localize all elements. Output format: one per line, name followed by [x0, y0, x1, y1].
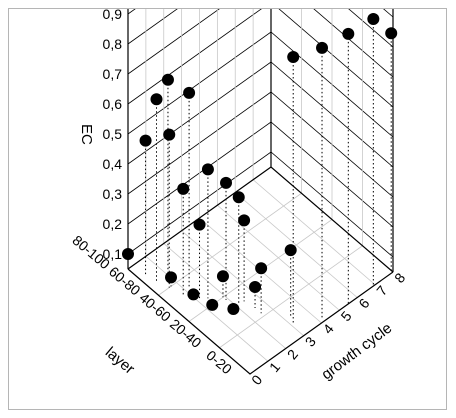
x-tick-label: 4 [320, 321, 337, 337]
y-floor-gridline [219, 245, 363, 349]
y-floor-gridline [158, 192, 302, 296]
x-tick-label: 2 [284, 346, 301, 362]
x-tick-label: 0 [248, 372, 265, 388]
data-point [227, 303, 240, 316]
data-point [249, 281, 262, 293]
x-tick-label: 3 [302, 333, 319, 349]
z-tick-label: 0,8 [103, 36, 123, 52]
data-point [232, 191, 245, 204]
data-point [150, 93, 163, 106]
data-point [287, 50, 300, 63]
z-tick-label: 0,2 [103, 216, 123, 232]
z-tick-label: 0,5 [103, 126, 123, 142]
x-tick-label: 1 [266, 359, 283, 375]
x-tick-label: 6 [355, 295, 372, 311]
data-point [316, 41, 329, 54]
data-point [183, 86, 196, 99]
z-tick-label: 0,1 [103, 246, 123, 262]
z-axis-label: EC [78, 124, 95, 145]
data-point [367, 13, 380, 26]
z-tick-label: 0,6 [103, 96, 123, 112]
data-point [216, 270, 229, 283]
z-gridline [127, 9, 394, 108]
x-tick-label: 8 [391, 270, 408, 286]
z-tick-label: 0,9 [103, 9, 123, 22]
z-tick-label: 0,3 [103, 186, 123, 202]
z-tick-label: 0,7 [103, 66, 123, 82]
data-point [163, 128, 176, 141]
data-point [165, 271, 178, 284]
x-tick-label: 7 [373, 282, 390, 298]
data-point [193, 218, 206, 231]
floor-front-edges [127, 268, 394, 375]
scatter-3d-chart: 0,10,20,30,40,50,60,70,80,90-2020-4040-6… [69, 9, 408, 388]
data-point [161, 73, 174, 86]
data-point [220, 176, 233, 189]
data-point [255, 262, 268, 275]
data-point [122, 248, 134, 260]
y-axis-label: layer [102, 344, 138, 378]
data-point [284, 244, 297, 257]
plot-box-edges [127, 9, 394, 375]
data-point [187, 288, 200, 301]
data-point [177, 182, 190, 195]
drop-lines [127, 19, 392, 324]
data-point [385, 27, 398, 40]
data-point [342, 27, 355, 40]
chart-frame: 0,1 0,2 0,3 0,4 0,5 0,6 0,7 0,8 0,9 0-20 20-40 40-6… [8, 8, 447, 410]
x-tick-label: 5 [337, 308, 354, 324]
data-point [201, 163, 214, 176]
data-point [238, 214, 251, 227]
data-points [122, 13, 398, 316]
z-tick-label: 0,4 [103, 156, 123, 172]
z-gridline [127, 9, 394, 78]
z-gridline [127, 9, 394, 48]
data-point [206, 298, 219, 311]
data-point [139, 134, 152, 147]
